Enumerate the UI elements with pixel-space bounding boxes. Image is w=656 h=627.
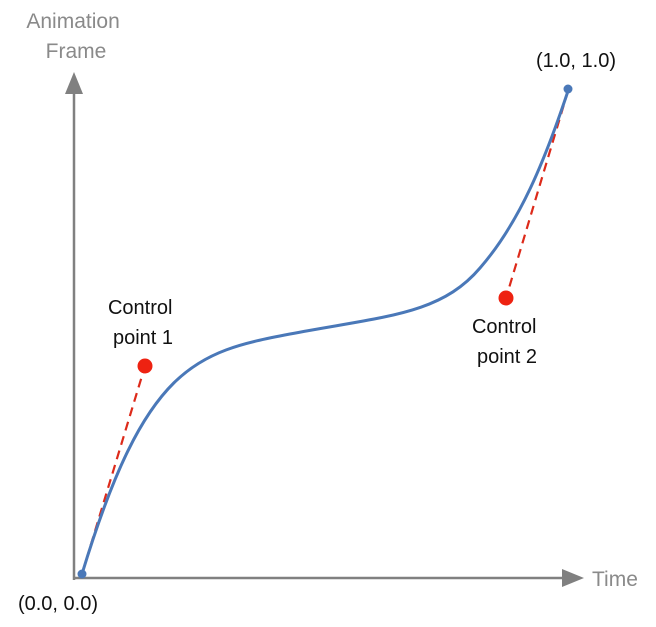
y-axis-title: Animation Frame — [26, 10, 125, 63]
start-point-label: (0.0, 0.0) — [18, 593, 98, 615]
control-point-2 — [498, 290, 514, 306]
control-point-2-label: Control point 2 — [472, 316, 542, 368]
x-axis-arrowhead — [562, 569, 584, 587]
control-point-2-label-line1: Control — [472, 316, 536, 338]
y-axis-arrowhead — [65, 72, 83, 94]
control-point-1-label-line2: point 1 — [113, 327, 173, 349]
control-point-1-label-line1: Control — [108, 297, 172, 319]
start-point — [77, 569, 87, 579]
y-axis-title-line1: Animation — [26, 10, 119, 33]
x-axis-title: Time — [592, 568, 638, 591]
end-point — [563, 84, 573, 94]
bezier-curve — [80, 90, 570, 575]
control-point-2-label-line2: point 2 — [477, 346, 537, 368]
end-point-label: (1.0, 1.0) — [536, 50, 616, 72]
y-axis-title-line2: Frame — [46, 40, 107, 63]
control-point-1-label: Control point 1 — [108, 297, 178, 349]
control-point-1 — [137, 358, 153, 374]
control-line-2 — [504, 90, 570, 299]
